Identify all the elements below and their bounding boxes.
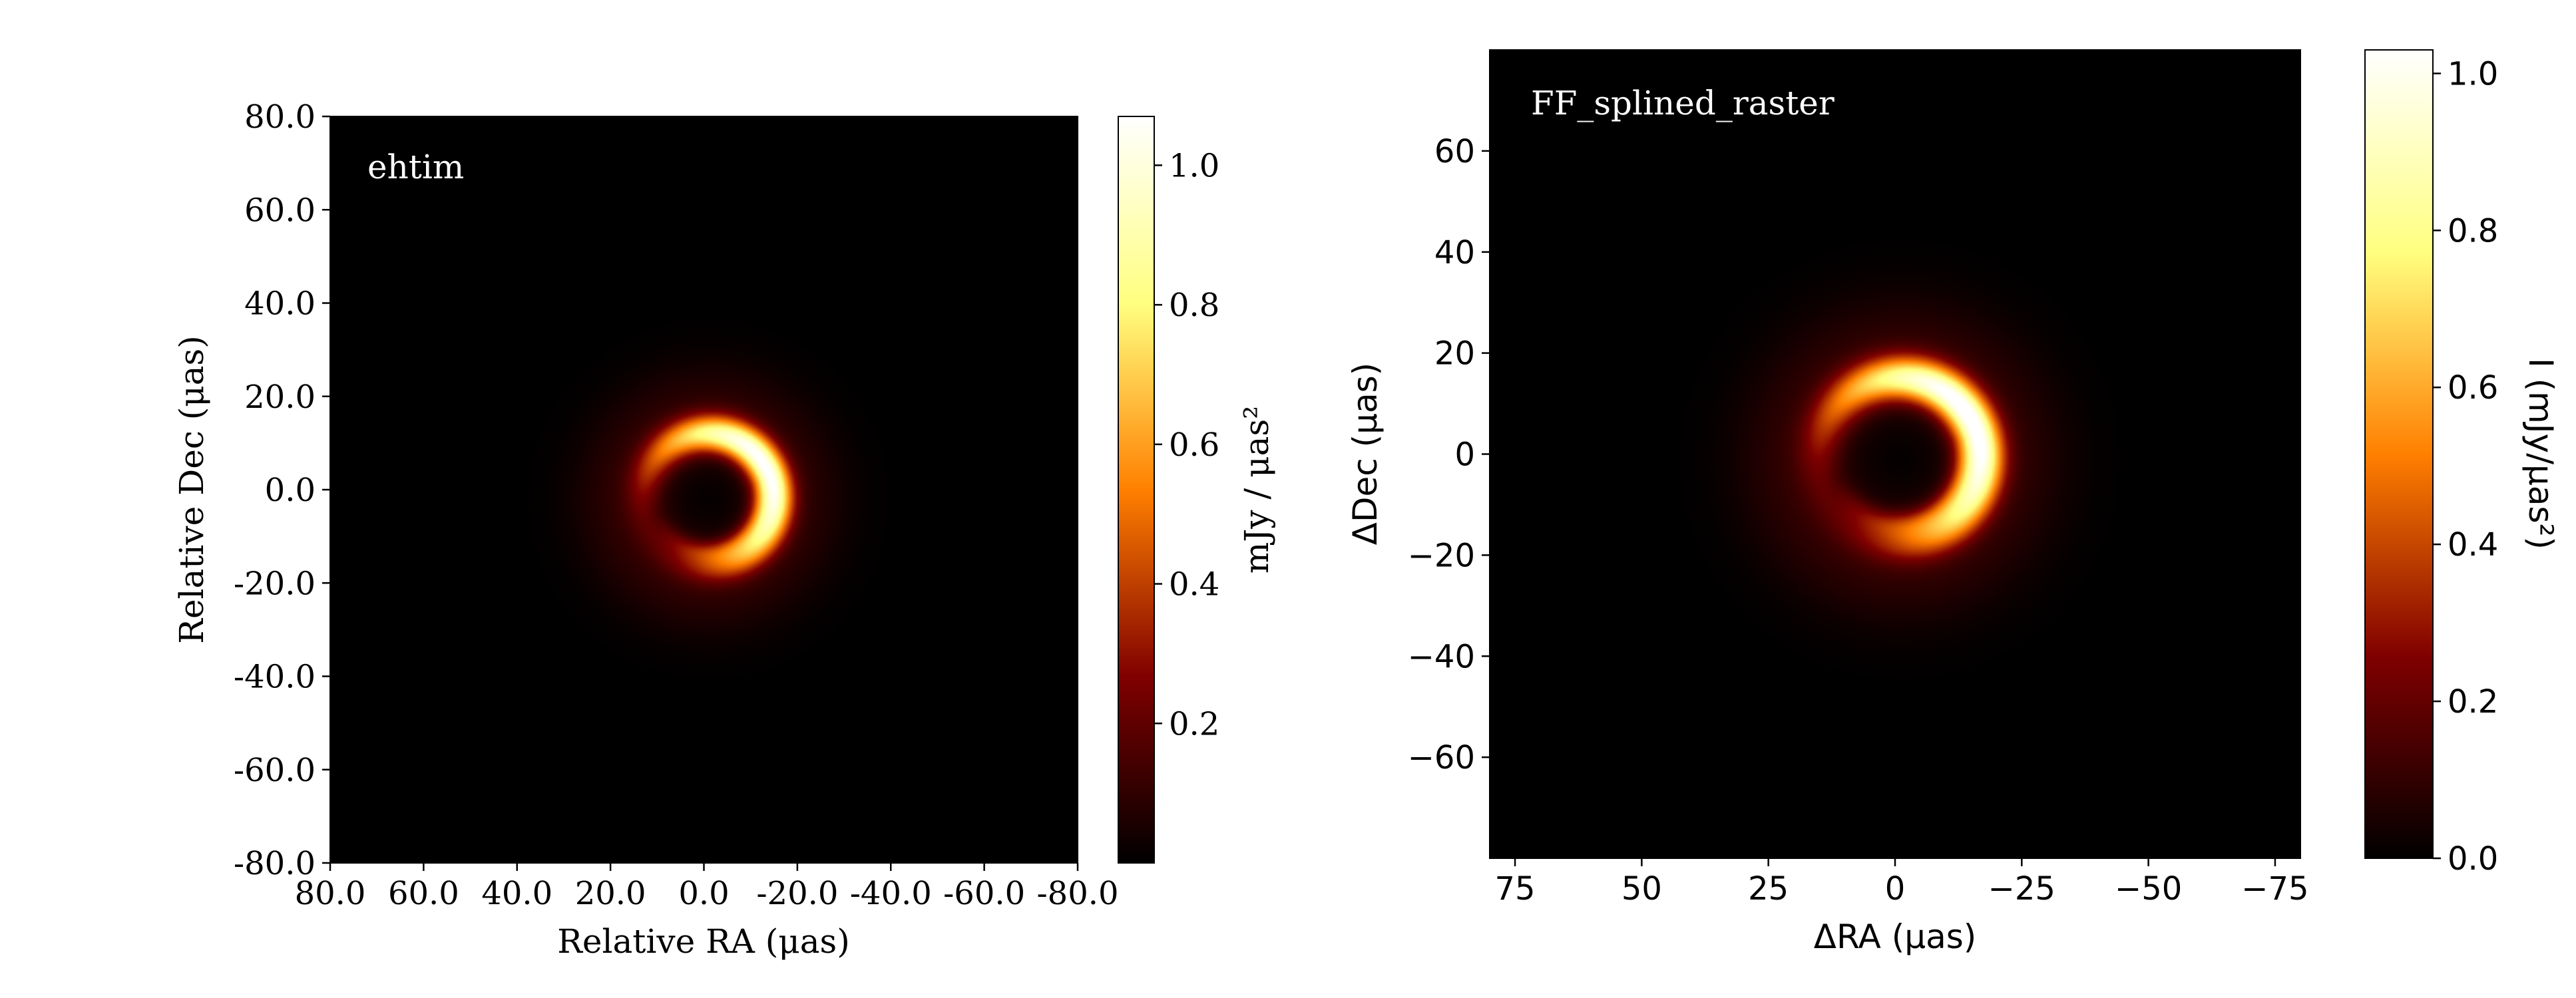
colorbar-frame xyxy=(1118,116,1155,864)
y-axis-label: ΔDec (μas) xyxy=(1346,363,1385,545)
x-axis-label: Relative RA (μas) xyxy=(557,922,849,961)
colorbar-label: I (mJy/μas²) xyxy=(2521,358,2560,550)
colorbar-tick-label: 0.2 xyxy=(1169,705,1219,743)
x-tick-label: 0 xyxy=(1885,870,1906,908)
panel-label: ehtim xyxy=(367,148,464,186)
heatmap-image xyxy=(330,116,1078,863)
x-tick-label: 60.0 xyxy=(388,875,459,912)
colorbar-tick-label: 0.8 xyxy=(2448,212,2498,250)
x-ticks: 75 50 25 0 −25 −50 −75 xyxy=(1495,858,2309,908)
y-tick-label: −20 xyxy=(1408,537,1475,574)
y-tick-label: -40.0 xyxy=(234,659,316,696)
y-tick-label: -60.0 xyxy=(234,752,316,789)
x-tick-label: 20.0 xyxy=(575,875,646,912)
x-tick-label: −25 xyxy=(1988,870,2055,908)
y-tick-label: 40 xyxy=(1434,234,1475,271)
x-tick-label: −50 xyxy=(2115,870,2182,908)
y-tick-label: 60 xyxy=(1434,133,1475,170)
colorbar-tick-label: 1.0 xyxy=(2448,55,2498,92)
y-tick-label: 20.0 xyxy=(244,379,316,416)
y-ticks: 60 40 20 0 −20 −40 −60 xyxy=(1408,133,1490,776)
x-tick-label: -20.0 xyxy=(756,875,838,912)
colorbar-tick-label: 0.2 xyxy=(2448,683,2498,721)
y-tick-label: -80.0 xyxy=(234,845,316,882)
colorbar-tick-label: 0.0 xyxy=(2448,840,2498,878)
y-ticks: 80.0 60.0 40.0 20.0 0.0 -20.0 -40.0 -60.0 -80.0 xyxy=(234,98,330,882)
x-tick-label: 0.0 xyxy=(678,875,729,912)
x-tick-label: -40.0 xyxy=(850,875,932,912)
colorbar-tick-label: 0.6 xyxy=(2448,369,2498,407)
y-tick-label: 20 xyxy=(1434,335,1475,373)
colorbar-ticks: 0.0 0.2 0.4 0.6 0.8 1.0 xyxy=(2433,55,2498,878)
colorbar xyxy=(2365,50,2433,858)
y-axis-label: Relative Dec (μas) xyxy=(172,335,211,643)
panel-ff-splined-raster: FF_splined_raster 75 50 25 0 −25 −50 −75 60 40 2… xyxy=(1346,49,2560,956)
y-tick-label: 40.0 xyxy=(244,285,316,323)
x-tick-label: −75 xyxy=(2241,870,2308,908)
x-ticks: 80.0 60.0 40.0 20.0 0.0 -20.0 -40.0 -60.0 -80.0 xyxy=(295,863,1119,912)
colorbar xyxy=(1118,116,1154,863)
y-tick-label: 60.0 xyxy=(244,192,316,229)
y-tick-label: 0 xyxy=(1454,436,1475,474)
x-tick-label: 40.0 xyxy=(481,875,552,912)
x-axis-label: ΔRA (μas) xyxy=(1814,917,1977,956)
y-tick-label: 80.0 xyxy=(244,98,316,136)
colorbar-tick-label: 0.8 xyxy=(1169,287,1219,324)
colorbar-frame xyxy=(2364,49,2434,859)
colorbar-ticks: 0.2 0.4 0.6 0.8 1.0 xyxy=(1154,147,1219,743)
y-tick-label: −40 xyxy=(1408,638,1475,675)
x-tick-label: -60.0 xyxy=(943,875,1025,912)
x-tick-label: 80.0 xyxy=(295,875,366,912)
y-tick-label: -20.0 xyxy=(234,565,316,602)
x-tick-label: -80.0 xyxy=(1036,875,1118,912)
colorbar-tick-label: 0.6 xyxy=(1169,426,1219,464)
colorbar-tick-label: 0.4 xyxy=(1169,566,1219,603)
panel-label: FF_splined_raster xyxy=(1531,84,1834,122)
x-tick-label: 50 xyxy=(1621,870,1662,908)
colorbar-tick-label: 1.0 xyxy=(1169,147,1219,184)
heatmap-image xyxy=(1490,50,2300,858)
colorbar-label: mJy / μas² xyxy=(1237,406,1276,574)
y-tick-label: 0.0 xyxy=(265,472,316,509)
panel-ehtim: ehtim 80.0 60.0 40.0 20.0 0.0 -20.0 -40.0 -60.0… xyxy=(172,98,1276,961)
x-tick-label: 75 xyxy=(1495,870,1536,908)
x-tick-label: 25 xyxy=(1748,870,1789,908)
colorbar-tick-label: 0.4 xyxy=(2448,526,2498,564)
y-tick-label: −60 xyxy=(1408,739,1475,776)
